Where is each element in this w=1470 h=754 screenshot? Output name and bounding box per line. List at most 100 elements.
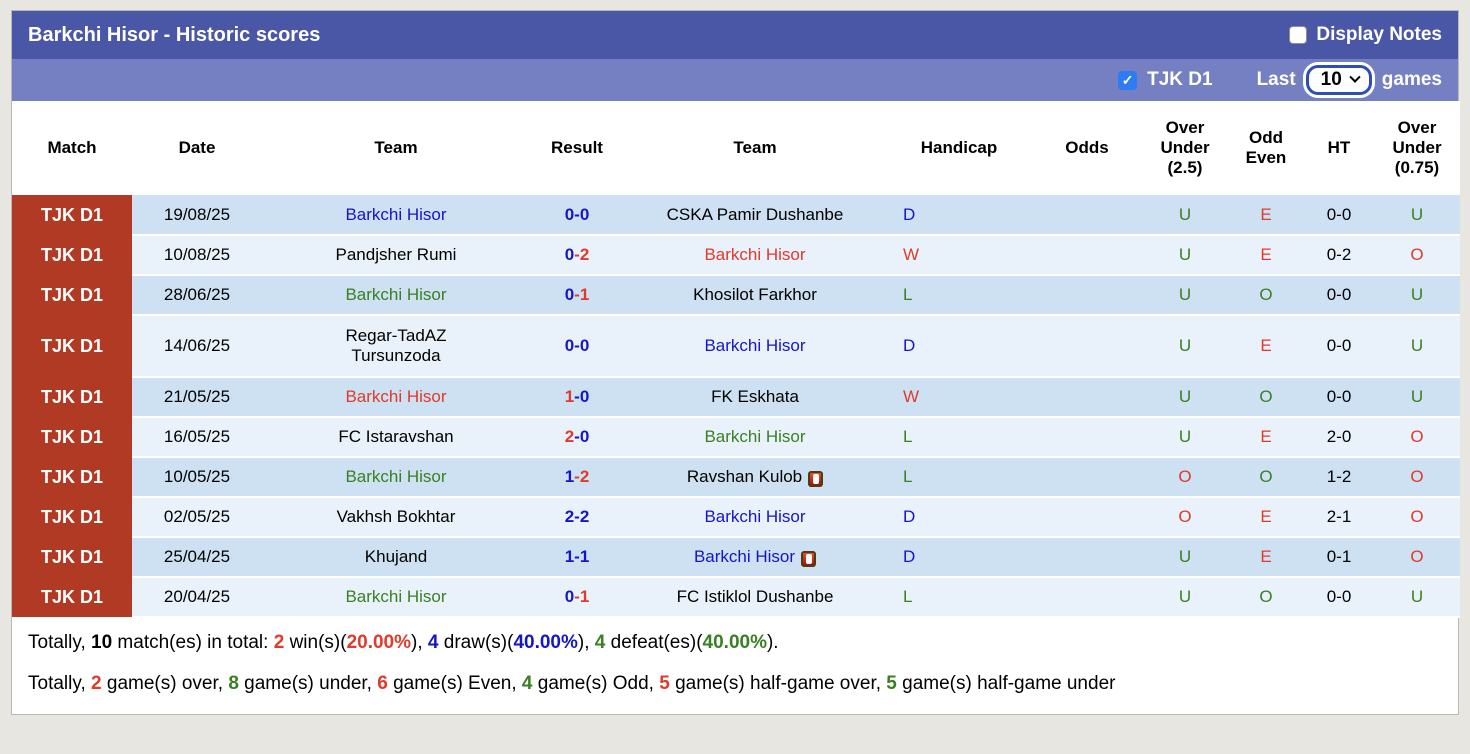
display-notes-toggle[interactable]: Display Notes bbox=[1289, 24, 1442, 46]
result-cell[interactable]: 0-2 bbox=[530, 235, 624, 276]
summary-text: 8 bbox=[228, 673, 239, 694]
ht-cell: 0-1 bbox=[1304, 537, 1374, 578]
odd-even-cell: O bbox=[1228, 377, 1304, 418]
date-cell: 10/05/25 bbox=[132, 457, 262, 498]
result-cell[interactable]: 1-1 bbox=[530, 537, 624, 578]
odds-cell bbox=[1032, 497, 1142, 538]
handicap-cell: L bbox=[886, 457, 1032, 498]
odd-even-cell: E bbox=[1228, 497, 1304, 538]
summary-text: ), bbox=[577, 632, 595, 653]
red-card-count bbox=[805, 554, 812, 564]
league-cell[interactable]: TJK D1 bbox=[12, 275, 132, 315]
odd-even-cell: E bbox=[1228, 537, 1304, 578]
handicap-cell: L bbox=[886, 275, 1032, 316]
date-cell: 20/04/25 bbox=[132, 577, 262, 618]
over-under-075-cell: O bbox=[1374, 457, 1460, 498]
result-cell[interactable]: 2-0 bbox=[530, 417, 624, 458]
handicap-cell: D bbox=[886, 315, 1032, 378]
summary-section: Totally, 10 match(es) in total: 2 win(s)… bbox=[12, 618, 1458, 714]
column-header: Odds bbox=[1032, 101, 1142, 195]
league-cell[interactable]: TJK D1 bbox=[12, 195, 132, 235]
result-cell[interactable]: 1-0 bbox=[530, 377, 624, 418]
away-team-link[interactable]: FK Eskhata bbox=[711, 387, 799, 407]
odd-even-cell: E bbox=[1228, 195, 1304, 236]
match-row: TJK D1 10/08/25 Pandjsher Rumi 0-2 Barkchi H… bbox=[12, 235, 1460, 276]
over-under-075-cell: U bbox=[1374, 195, 1460, 236]
over-under-075-cell: U bbox=[1374, 275, 1460, 316]
home-team-link[interactable]: Vakhsh Bokhtar bbox=[336, 507, 456, 527]
home-team-link[interactable]: Barkchi Hisor bbox=[345, 387, 447, 407]
result-cell[interactable]: 1-2 bbox=[530, 457, 624, 498]
summary-text: Totally, bbox=[28, 673, 92, 694]
away-team-link[interactable]: Ravshan Kulob bbox=[686, 467, 803, 486]
home-team-link[interactable]: Khujand bbox=[364, 547, 428, 567]
result-cell[interactable]: 0-1 bbox=[530, 275, 624, 316]
home-team-link[interactable]: Pandjsher Rumi bbox=[335, 245, 457, 265]
home-score: 0 bbox=[564, 336, 575, 355]
match-row: TJK D1 16/05/25 FC Istaravshan 2-0 Barkchi H… bbox=[12, 417, 1460, 458]
league-cell[interactable]: TJK D1 bbox=[12, 235, 132, 275]
over-under-075-cell: O bbox=[1374, 537, 1460, 578]
summary-text: ), bbox=[411, 632, 428, 653]
league-cell[interactable]: TJK D1 bbox=[12, 417, 132, 457]
home-score: 1 bbox=[564, 547, 575, 566]
column-header: Match bbox=[12, 101, 132, 195]
odds-cell bbox=[1032, 315, 1142, 378]
over-under-075-cell: U bbox=[1374, 377, 1460, 418]
result-cell[interactable]: 0-1 bbox=[530, 577, 624, 618]
ht-cell: 0-0 bbox=[1304, 377, 1374, 418]
chevron-down-icon bbox=[1349, 71, 1361, 83]
result-cell[interactable]: 2-2 bbox=[530, 497, 624, 538]
away-team-link[interactable]: CSKA Pamir Dushanbe bbox=[666, 204, 844, 224]
league-cell[interactable]: TJK D1 bbox=[12, 577, 132, 617]
display-notes-checkbox[interactable] bbox=[1289, 26, 1308, 44]
home-team-link[interactable]: Barkchi Hisor bbox=[345, 587, 447, 607]
match-row: TJK D1 28/06/25 Barkchi Hisor 0-1 Khosilot F… bbox=[12, 275, 1460, 316]
home-team-link[interactable]: Barkchi Hisor bbox=[345, 204, 447, 224]
historic-scores-panel: Barkchi Hisor - Historic scores Display … bbox=[11, 10, 1460, 715]
away-team-link[interactable]: Barkchi Hisor bbox=[704, 245, 806, 265]
games-label: games bbox=[1381, 69, 1442, 90]
home-team-cell: FC Istaravshan bbox=[262, 417, 530, 458]
home-team-cell: Barkchi Hisor bbox=[262, 195, 530, 236]
home-team-link[interactable]: Barkchi Hisor bbox=[345, 467, 447, 487]
away-team-link[interactable]: Barkchi Hisor bbox=[693, 547, 796, 566]
away-team-cell: Barkchi Hisor bbox=[624, 537, 886, 578]
date-cell: 02/05/25 bbox=[132, 497, 262, 538]
league-cell[interactable]: TJK D1 bbox=[12, 497, 132, 537]
away-team-link[interactable]: Barkchi Hisor bbox=[704, 507, 806, 527]
home-team-cell: Pandjsher Rumi bbox=[262, 235, 530, 276]
home-score: 0 bbox=[564, 587, 575, 606]
away-team-link[interactable]: FC Istiklol Dushanbe bbox=[676, 587, 834, 607]
summary-text: 4 bbox=[521, 673, 533, 694]
games-count-select[interactable]: 10 bbox=[1305, 65, 1372, 95]
away-team-cell: CSKA Pamir Dushanbe bbox=[624, 195, 886, 236]
handicap-cell: D bbox=[886, 537, 1032, 578]
ht-cell: 0-0 bbox=[1304, 275, 1374, 316]
home-team-cell: Barkchi Hisor bbox=[262, 377, 530, 418]
ht-cell: 2-1 bbox=[1304, 497, 1374, 538]
league-cell[interactable]: TJK D1 bbox=[12, 537, 132, 577]
over-under-25-cell: U bbox=[1142, 195, 1228, 236]
summary-text: game(s) over, bbox=[101, 673, 229, 694]
odds-cell bbox=[1032, 537, 1142, 578]
away-team-link[interactable]: Barkchi Hisor bbox=[704, 427, 806, 447]
summary-text: game(s) Odd, bbox=[532, 673, 660, 694]
home-team-link[interactable]: Barkchi Hisor bbox=[345, 285, 447, 305]
league-cell[interactable]: TJK D1 bbox=[12, 457, 132, 497]
result-cell[interactable]: 0-0 bbox=[530, 195, 624, 236]
odd-even-cell: O bbox=[1228, 457, 1304, 498]
league-cell[interactable]: TJK D1 bbox=[12, 377, 132, 417]
league-cell[interactable]: TJK D1 bbox=[12, 315, 132, 377]
handicap-cell: L bbox=[886, 577, 1032, 618]
handicap-cell: W bbox=[886, 377, 1032, 418]
home-team-link[interactable]: FC Istaravshan bbox=[338, 427, 454, 447]
result-cell[interactable]: 0-0 bbox=[530, 315, 624, 378]
away-team-link[interactable]: Khosilot Farkhor bbox=[693, 285, 817, 305]
home-team-link[interactable]: Regar-TadAZ Tursunzoda bbox=[345, 326, 447, 365]
league-checkbox[interactable]: ✓ bbox=[1118, 70, 1138, 90]
table-header-row: Match Date Team Result Team Handicap Odds Over … bbox=[12, 101, 1460, 195]
column-header: Team bbox=[262, 101, 530, 195]
away-team-link[interactable]: Barkchi Hisor bbox=[704, 336, 806, 356]
home-score: 2 bbox=[564, 427, 575, 446]
